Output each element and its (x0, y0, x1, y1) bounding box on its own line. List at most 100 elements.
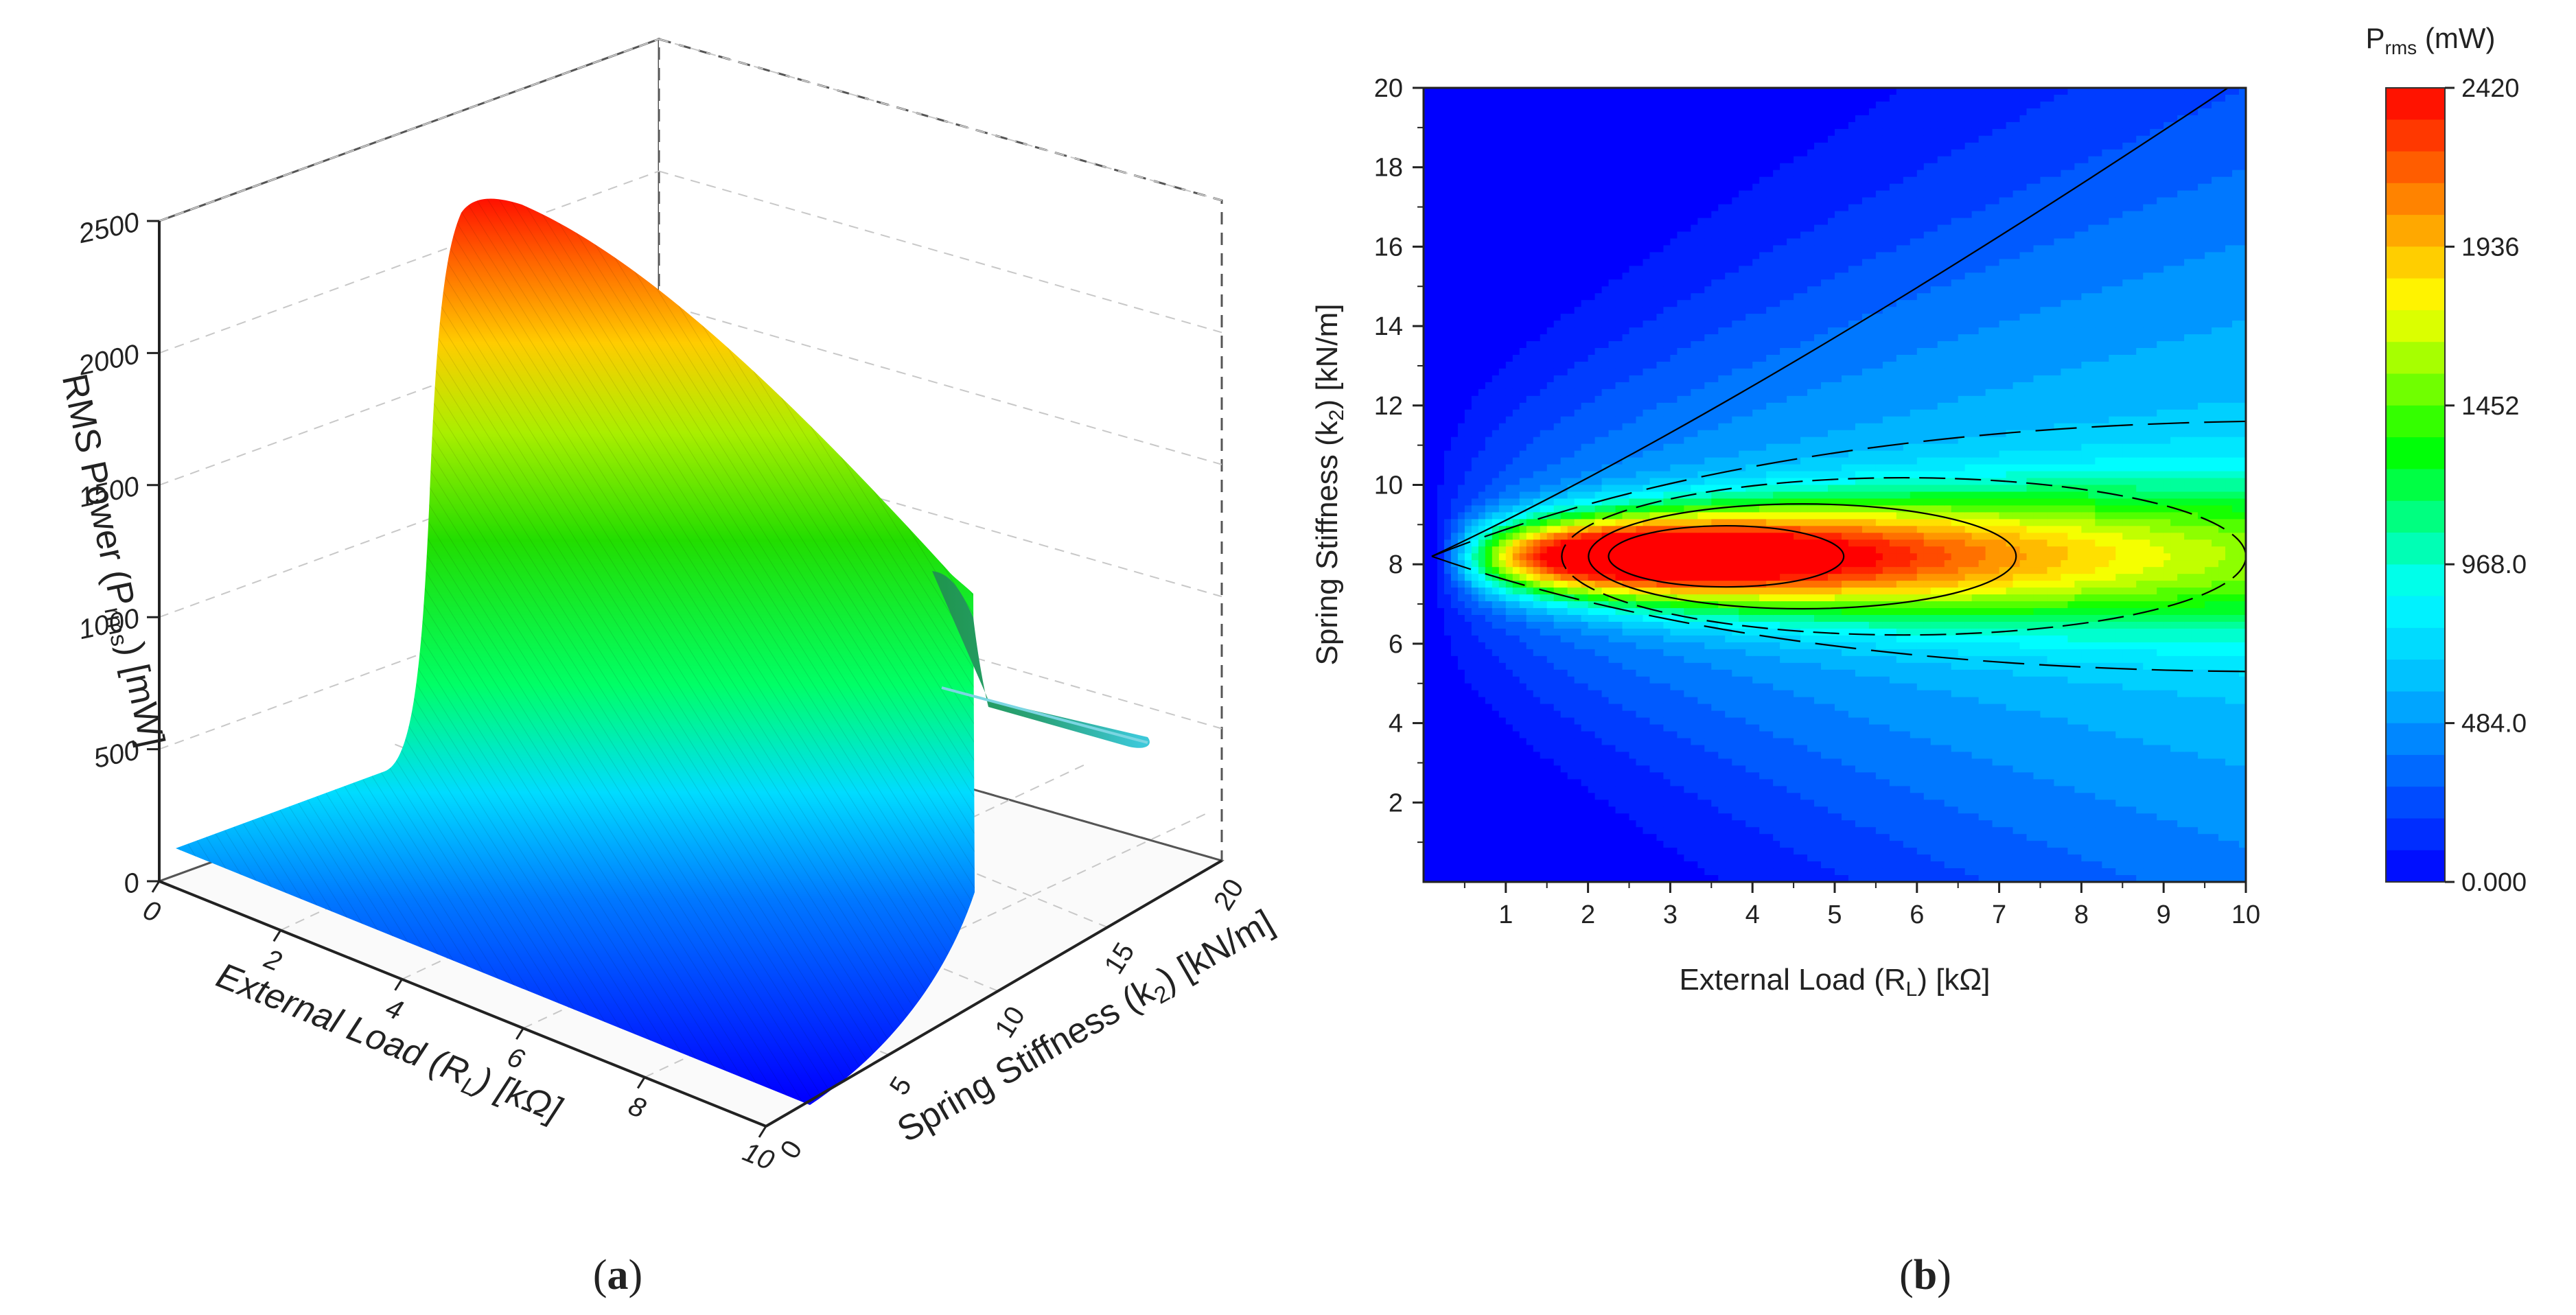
contour-cell (1697, 149, 1705, 157)
contour-cell (1567, 731, 1575, 739)
contour-cell (1601, 416, 1610, 424)
contour-cell (1533, 334, 1541, 342)
contour-cell (1485, 697, 1493, 705)
contour-cell (1663, 450, 1671, 458)
contour-cell (1464, 375, 1472, 383)
contour-cell (1643, 300, 1651, 307)
contour-cell (1443, 259, 1452, 266)
contour-cell (1608, 772, 1616, 780)
contour-cell (1553, 142, 1562, 150)
contour-cell (1643, 717, 1651, 725)
contour-cell (1424, 745, 1431, 753)
contour-cell (1430, 135, 1438, 143)
contour-cell (1670, 676, 1678, 684)
contour-cell (1615, 717, 1623, 725)
contour-cell (1478, 642, 1486, 650)
contour-cell (1684, 464, 1691, 472)
contour-cell (1663, 266, 1671, 273)
contour-cell (1526, 546, 1534, 554)
contour-cell (1519, 307, 1527, 314)
contour-cell (1492, 142, 1500, 150)
contour-cell (1443, 875, 1452, 882)
contour-cell (1457, 724, 1465, 732)
contour-cell (1629, 628, 1637, 636)
contour-cell (1663, 211, 1671, 219)
contour-cell (1615, 471, 1623, 479)
contour-cell (1553, 423, 1562, 431)
contour-cell (1512, 765, 1520, 773)
contour-cell (1492, 443, 1500, 452)
contour-cell (1560, 765, 1568, 773)
contour-cell (1457, 683, 1465, 691)
contour-cell (1649, 539, 1658, 547)
contour-cell (1437, 423, 1445, 431)
contour-cell (1546, 574, 1555, 581)
contour-cell (1478, 875, 1486, 882)
contour-cell (1457, 101, 1465, 109)
contour-cell (1471, 820, 1479, 828)
contour-cell (1581, 594, 1589, 602)
contour-cell (1670, 443, 1678, 452)
contour-cell (1697, 238, 1705, 246)
contour-cell (1636, 854, 1644, 862)
contour-cell (1622, 485, 1630, 493)
contour-cell (1608, 266, 1616, 273)
contour-cell (1540, 354, 1548, 362)
contour-cell (1608, 382, 1616, 390)
contour-cell (1691, 827, 1698, 835)
contour-cell (1450, 875, 1459, 882)
contour-cell (1581, 416, 1589, 424)
contour-cell (1649, 142, 1658, 150)
contour-cell (1697, 94, 1705, 102)
contour-cell (1553, 176, 1562, 185)
contour-cell (1443, 388, 1452, 397)
contour-cell (1581, 512, 1589, 520)
contour-cell (1505, 245, 1513, 253)
contour-cell (1424, 307, 1431, 314)
contour-cell (1601, 567, 1610, 574)
contour-cell (1574, 594, 1582, 602)
contour-cell (1588, 806, 1596, 814)
contour-cell (1711, 176, 1719, 185)
contour-cell (1615, 800, 1623, 807)
contour-cell (1615, 669, 1623, 677)
contour-cell (1684, 560, 1691, 568)
contour-cell (1546, 560, 1555, 568)
contour-cell (1478, 368, 1486, 376)
contour-cell (1656, 121, 1664, 130)
contour-cell (1567, 300, 1575, 307)
contour-cell (1424, 519, 1431, 526)
contour-cell (1622, 197, 1630, 205)
contour-cell (1588, 395, 1596, 404)
contour-cell (1430, 615, 1438, 622)
contour-cell (1629, 526, 1637, 533)
contour-cell (1649, 875, 1658, 882)
contour-cell (1546, 128, 1555, 137)
contour-cell (1677, 88, 1684, 95)
contour-cell (1560, 875, 1568, 882)
contour-cell (1636, 601, 1644, 609)
contour-cell (1512, 443, 1520, 452)
contour-cell (1594, 560, 1603, 568)
contour-cell (1622, 868, 1630, 876)
contour-cell (1697, 402, 1705, 410)
contour-cell (1636, 224, 1644, 233)
contour-cell (1443, 772, 1452, 780)
contour-cell (1677, 615, 1684, 622)
contour-cell (1498, 94, 1507, 102)
contour-cell (1498, 669, 1507, 677)
contour-cell (1581, 388, 1589, 397)
contour-cell (1450, 108, 1459, 116)
contour-cell (1540, 697, 1548, 705)
contour-cell (1437, 382, 1445, 390)
contour-cell (1478, 485, 1486, 493)
contour-cell (1629, 752, 1637, 760)
contour-cell (1464, 307, 1472, 314)
contour-cell (1670, 779, 1678, 787)
contour-cell (1512, 868, 1520, 876)
contour-cell (1424, 368, 1431, 376)
contour-cell (1697, 717, 1705, 725)
contour-cell (1533, 94, 1541, 102)
contour-cell (1581, 238, 1589, 246)
contour-cell (1622, 519, 1630, 526)
